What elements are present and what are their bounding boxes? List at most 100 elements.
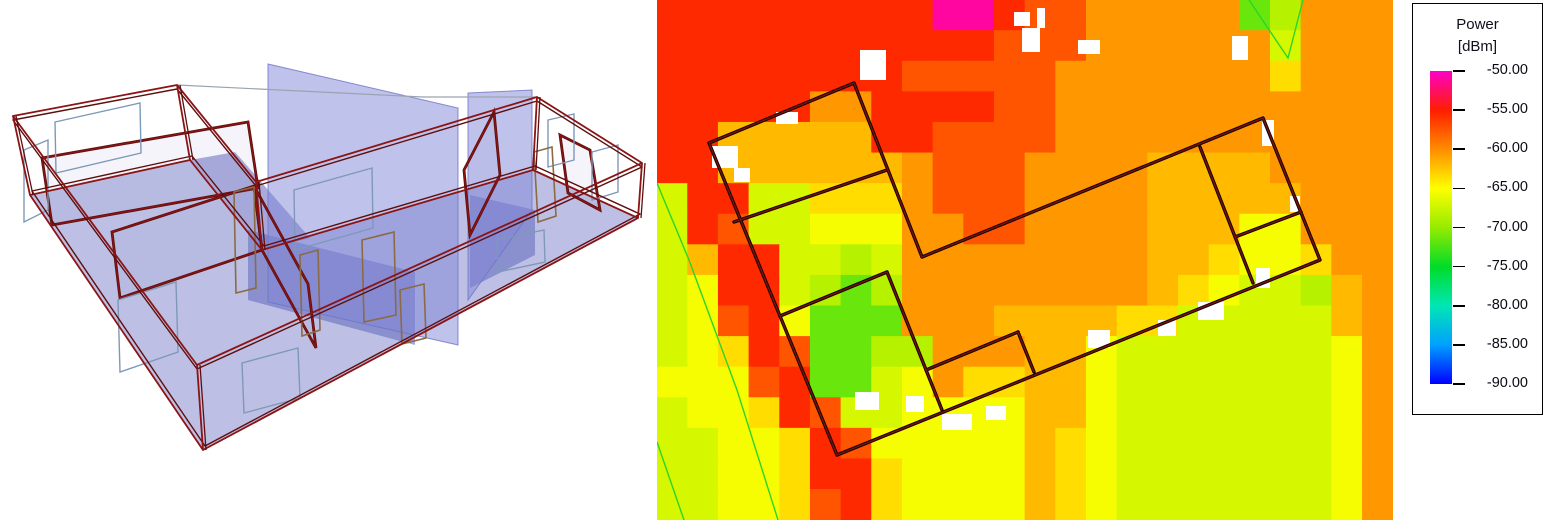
heatmap-cell <box>840 244 873 276</box>
heatmap-cell <box>1362 458 1393 490</box>
legend-tick-label: -75.00 <box>1486 257 1528 274</box>
heatmap-cell <box>748 458 781 490</box>
heatmap-cell <box>657 0 689 31</box>
heatmap-cell <box>901 458 934 490</box>
heatmap-cell <box>1085 366 1118 399</box>
heatmap-cell <box>1331 274 1363 307</box>
corner-edge-offset <box>640 162 646 219</box>
legend-title-unit: [dBm] <box>1457 38 1498 55</box>
heatmap-cell <box>1300 121 1333 154</box>
heatmap-cell <box>779 244 811 276</box>
heatmap-cell <box>871 213 903 246</box>
heatmap-cell <box>993 121 1026 154</box>
heatmap-cell <box>1300 60 1333 93</box>
heatmap-cell <box>1300 274 1333 307</box>
heatmap-cell <box>932 30 965 62</box>
heatmap-cell <box>1270 30 1302 62</box>
heatmap-cell <box>840 489 873 520</box>
corner-edge-offset <box>535 96 541 171</box>
heatmap-cell <box>1116 30 1149 62</box>
heatmap-cell <box>1208 336 1241 368</box>
heatmap-cell <box>1239 152 1271 184</box>
heatmap-cell <box>1147 427 1179 460</box>
heatmap-cell <box>993 244 1026 276</box>
heatmap-cell <box>1055 91 1087 123</box>
heatmap-cell <box>993 427 1026 460</box>
heatmap-cell <box>1085 60 1118 93</box>
heatmap-cell <box>1055 244 1087 276</box>
heatmap-cell <box>1239 183 1271 215</box>
interior-wall-core <box>463 109 501 238</box>
heatmap-cell <box>1208 366 1241 399</box>
window-outline <box>117 281 179 373</box>
heatmap-cell <box>1116 458 1149 490</box>
heatmap-cell <box>963 30 995 62</box>
heatmap-cell <box>871 0 903 31</box>
heatmap-cell <box>1024 152 1057 184</box>
heatmap-cell <box>1177 91 1210 123</box>
building-wall-core <box>1199 146 1254 284</box>
heatmap-cell <box>1177 60 1210 93</box>
heatmap-cell <box>1147 60 1179 93</box>
heatmap-cell <box>1331 427 1363 460</box>
heatmap-cell <box>871 336 903 368</box>
heatmap-cell <box>1055 336 1087 368</box>
heatmap-cell <box>1270 366 1302 399</box>
heatmap-cell <box>687 458 719 490</box>
heatmap-cell <box>1085 427 1118 460</box>
prediction-plane <box>467 89 533 302</box>
heatmap-cell <box>1362 121 1393 154</box>
heatmap-cell <box>657 397 689 429</box>
heatmap-cell <box>687 213 719 246</box>
legend-panel: Power [dBm] -50.00 -55.00 -60.00 -65.00 -70.… <box>1412 3 1543 415</box>
heatmap-cell <box>809 30 842 62</box>
heatmap-cell <box>717 274 750 307</box>
heatmap-cell <box>1239 489 1271 520</box>
heatmap-cell <box>963 274 995 307</box>
legend-tick-label: -55.00 <box>1486 101 1528 118</box>
heatmap-cell <box>657 366 689 399</box>
heatmap-cell <box>963 91 995 123</box>
heatmap-cell <box>1085 397 1118 429</box>
heatmap-cell <box>1147 0 1179 31</box>
heatmap-cell <box>1177 30 1210 62</box>
heatmap-cell <box>1116 274 1149 307</box>
heatmap-cell <box>993 458 1026 490</box>
heatmap-cell <box>1147 458 1179 490</box>
heatmap-cell <box>1116 489 1149 520</box>
door-outline <box>399 282 427 346</box>
legend-tick-mark <box>1453 265 1465 268</box>
heatmap-cell <box>1055 366 1087 399</box>
heatmap-cell <box>1239 305 1271 337</box>
heatmap-cell <box>779 0 811 31</box>
heatmap-cell <box>932 121 965 154</box>
heatmap-cell <box>901 183 934 215</box>
coverage-heatmap-view[interactable] <box>657 0 1393 520</box>
heatmap-cell <box>1116 397 1149 429</box>
heatmap-cell <box>1208 427 1241 460</box>
heatmap-cell <box>687 427 719 460</box>
heatmap-cell <box>1085 91 1118 123</box>
heatmap-cell <box>1300 213 1333 246</box>
heatmap-cell <box>871 427 903 460</box>
legend-colorbar <box>1430 71 1452 384</box>
building-wall-core <box>733 169 888 223</box>
heatmap-cell <box>1331 458 1363 490</box>
heatmap-cell <box>809 489 842 520</box>
heatmap-cell <box>993 30 1026 62</box>
heatmap-cell <box>1362 30 1393 62</box>
heatmap-cell <box>1362 397 1393 429</box>
heatmap-cell <box>932 213 965 246</box>
heatmap-cell <box>1024 121 1057 154</box>
heatmap-cell <box>1331 0 1363 31</box>
building-3d-view[interactable] <box>0 0 657 520</box>
heatmap-cell <box>993 183 1026 215</box>
heatmap-cell <box>1331 152 1363 184</box>
heatmap-cell <box>1331 91 1363 123</box>
heatmap-cell <box>901 0 934 31</box>
heatmap-cell <box>1085 121 1118 154</box>
heatmap-cell <box>901 121 934 154</box>
heatmap-cell <box>809 213 842 246</box>
heatmap-cell <box>1270 60 1302 93</box>
heatmap-cell <box>657 244 689 276</box>
